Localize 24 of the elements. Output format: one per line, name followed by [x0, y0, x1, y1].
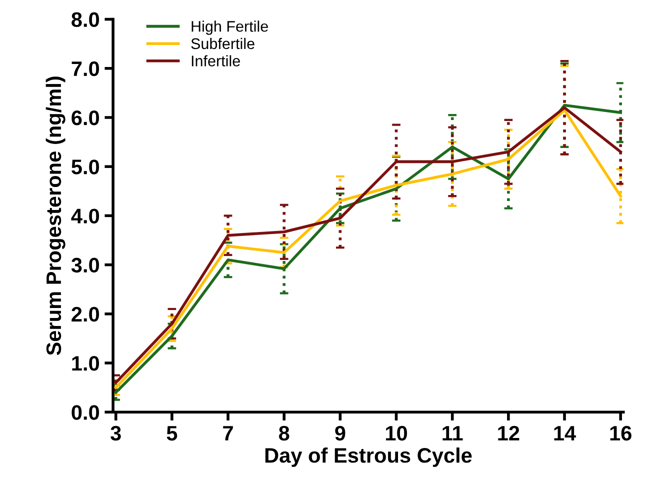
x-tick-label: 16 [610, 426, 632, 441]
x-axis-title: Day of Estrous Cycle [265, 448, 472, 467]
x-tick-label: 8 [278, 426, 290, 441]
x-tick-label: 5 [166, 426, 178, 441]
y-tick-label: 7.0 [72, 61, 100, 76]
x-tick-label: 3 [110, 426, 121, 441]
y-tick-label: 8.0 [72, 12, 100, 28]
x-tick-label: 9 [335, 426, 346, 441]
x-tick-label: 12 [498, 426, 520, 440]
y-axis-title: Serum Progesterone (ng/ml) [46, 76, 66, 356]
y-tick-label: 1.0 [72, 356, 100, 371]
y-tick-label: 4.0 [71, 208, 100, 224]
y-tick-label: 0.0 [72, 405, 100, 420]
x-tick-label: 7 [223, 426, 233, 440]
y-tick-label: 5.0 [72, 160, 100, 174]
x-tick-label: 11 [442, 426, 463, 440]
y-tick-label: 6.0 [72, 110, 100, 126]
legend-label: High Fertile [192, 20, 268, 35]
y-tick-label: 2.0 [72, 306, 100, 322]
legend-label: Subfertile [191, 38, 254, 50]
y-tick-label: 3.0 [71, 258, 100, 273]
legend-label: Infertile [192, 55, 240, 66]
x-tick-label: 14 [554, 426, 576, 440]
x-tick-label: 10 [386, 426, 407, 441]
